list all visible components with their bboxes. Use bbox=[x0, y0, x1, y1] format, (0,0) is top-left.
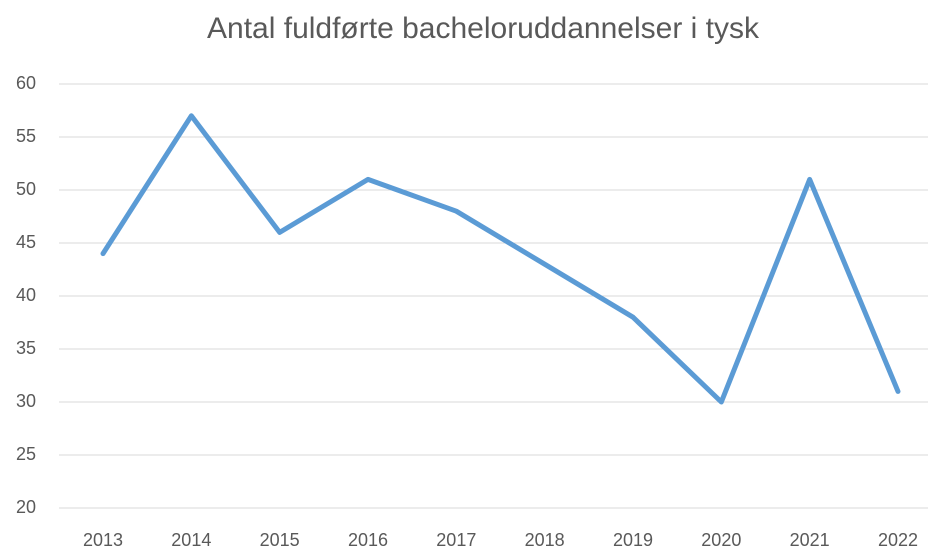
y-tick-label: 30 bbox=[16, 391, 36, 411]
x-tick-label: 2020 bbox=[701, 530, 741, 550]
y-tick-label: 45 bbox=[16, 232, 36, 252]
y-tick-label: 60 bbox=[16, 73, 36, 93]
x-tick-label: 2021 bbox=[790, 530, 830, 550]
x-tick-label: 2016 bbox=[348, 530, 388, 550]
data-line bbox=[100, 113, 901, 405]
x-tick-label: 2014 bbox=[171, 530, 211, 550]
x-tick-label: 2013 bbox=[83, 530, 123, 550]
y-tick-label: 40 bbox=[16, 285, 36, 305]
y-tick-label: 55 bbox=[16, 126, 36, 146]
x-tick-label: 2019 bbox=[613, 530, 653, 550]
y-tick-label: 35 bbox=[16, 338, 36, 358]
chart-title: Antal fuldførte bacheloruddannelser i ty… bbox=[207, 12, 760, 45]
x-tick-label: 2017 bbox=[436, 530, 476, 550]
x-tick-label: 2015 bbox=[260, 530, 300, 550]
x-tick-label: 2018 bbox=[525, 530, 565, 550]
y-tick-label: 25 bbox=[16, 444, 36, 464]
x-tick-label: 2022 bbox=[878, 530, 918, 550]
y-tick-label: 50 bbox=[16, 179, 36, 199]
y-tick-label: 20 bbox=[16, 497, 36, 517]
